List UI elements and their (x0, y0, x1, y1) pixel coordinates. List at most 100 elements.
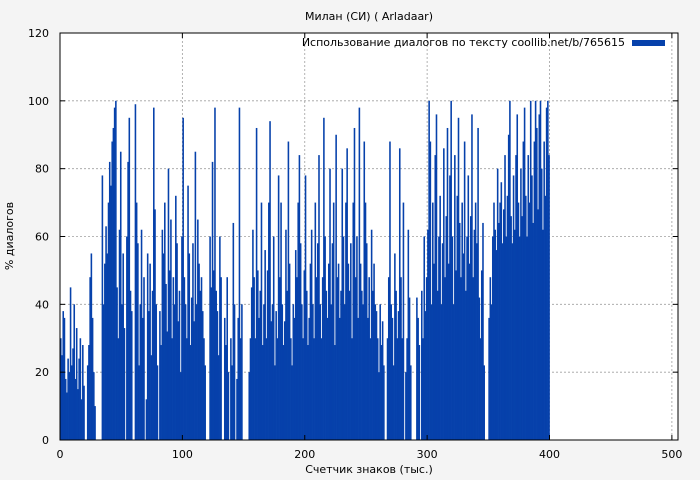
bar-series (60, 100, 550, 441)
bar (200, 277, 203, 440)
bar (526, 236, 528, 440)
bar (68, 372, 71, 440)
bar (367, 317, 369, 440)
bar (532, 222, 534, 440)
bar (432, 202, 434, 440)
bar (396, 338, 399, 440)
bar (89, 277, 91, 440)
bar (201, 311, 204, 440)
x-tick-label: 300 (417, 448, 438, 461)
bar (230, 338, 232, 440)
x-tick-label: 200 (294, 448, 315, 461)
bar (216, 311, 219, 440)
bar (209, 236, 211, 440)
bar (537, 209, 539, 440)
bar (469, 216, 472, 440)
bar (283, 321, 286, 440)
bar (282, 345, 285, 440)
bar (241, 304, 243, 440)
bar (474, 202, 477, 440)
bar (115, 100, 117, 440)
bar (514, 229, 516, 440)
bar (60, 338, 62, 440)
bar (265, 338, 268, 440)
bar (239, 338, 242, 440)
bar (447, 263, 450, 440)
bar (203, 338, 205, 440)
bar (73, 304, 76, 440)
bar (505, 236, 508, 440)
bar (166, 331, 169, 440)
bar (79, 338, 82, 440)
x-tick-label: 100 (172, 448, 193, 461)
bar (123, 328, 126, 440)
bar (106, 253, 109, 440)
bar (424, 311, 427, 440)
bar (183, 277, 186, 440)
bar (387, 277, 390, 440)
bar (542, 229, 544, 440)
x-tick-label: 500 (661, 448, 682, 461)
y-tick-label: 40 (35, 298, 49, 311)
bar (491, 236, 494, 440)
bar (507, 134, 510, 440)
bar (373, 263, 375, 440)
bar (66, 392, 68, 440)
bar (232, 222, 235, 440)
bar (160, 345, 162, 440)
bar (198, 263, 200, 440)
bar (347, 263, 350, 440)
chart-title: Милан (СИ) ( Arladaar) (305, 10, 433, 23)
bar (121, 304, 123, 440)
bar (264, 250, 266, 440)
bar (312, 304, 314, 440)
bar (155, 304, 158, 440)
y-tick-label: 80 (35, 163, 49, 176)
bar (176, 243, 178, 440)
bar (112, 127, 115, 440)
bar (416, 297, 418, 440)
bar (528, 202, 531, 440)
bar (145, 399, 148, 440)
bar (467, 175, 470, 440)
bar (515, 155, 517, 440)
bar (337, 263, 340, 440)
bar (503, 209, 505, 440)
bar (168, 270, 171, 440)
legend-label: Использование диалогов по тексту coollib… (302, 36, 625, 49)
bar (495, 250, 498, 440)
bar (156, 365, 159, 440)
bar (93, 372, 95, 440)
bar (523, 107, 526, 441)
bar (391, 317, 394, 440)
bar (499, 202, 501, 440)
bar (78, 358, 80, 440)
bar (299, 243, 302, 440)
bar (466, 236, 468, 440)
bar (74, 378, 77, 440)
bar (364, 202, 367, 440)
bar (479, 338, 482, 440)
bar (397, 311, 400, 440)
bar (341, 168, 344, 441)
bar (186, 338, 188, 440)
bar (77, 389, 79, 441)
bar (172, 277, 175, 440)
bar (111, 141, 113, 440)
bar (86, 365, 89, 440)
bar (417, 317, 419, 440)
bar (153, 107, 155, 441)
bar (82, 345, 84, 440)
x-tick-label: 400 (539, 448, 560, 461)
bar (301, 304, 303, 440)
bar (438, 236, 440, 440)
bar (352, 202, 355, 440)
bar (358, 107, 361, 441)
bar (445, 216, 448, 440)
bar (460, 277, 462, 440)
bar (101, 175, 104, 440)
bar (350, 243, 352, 440)
bar (400, 277, 402, 440)
y-axis-label: % диалогов (3, 202, 16, 270)
bar (190, 297, 193, 440)
